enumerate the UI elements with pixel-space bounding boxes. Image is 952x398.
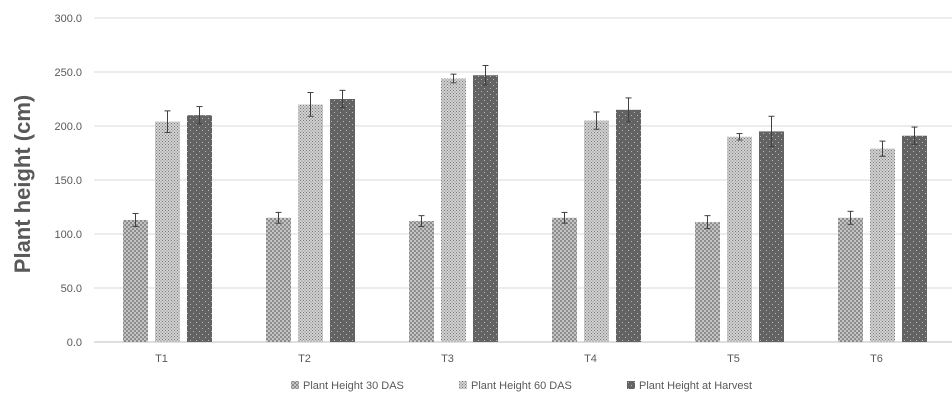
bars — [123, 75, 927, 343]
y-tick-label: 100.0 — [54, 229, 82, 241]
legend-swatch — [291, 381, 299, 389]
x-category-label: T1 — [155, 353, 168, 365]
bar — [870, 148, 895, 342]
bar — [409, 221, 434, 342]
legend-label: Plant Height 30 DAS — [303, 380, 404, 392]
y-tick-label: 300.0 — [54, 13, 82, 25]
bar — [838, 217, 863, 342]
bar — [616, 109, 641, 342]
bar — [298, 104, 323, 343]
x-category-label: T2 — [298, 353, 311, 365]
bar — [552, 217, 577, 342]
legend: Plant Height 30 DAS Plant Height 60 DAS Pl… — [291, 380, 752, 392]
y-axis-title: Plant height (cm) — [10, 95, 35, 273]
bar — [759, 131, 784, 342]
x-category-label: T6 — [870, 353, 883, 365]
y-tick-label: 150.0 — [54, 175, 82, 187]
bar — [727, 136, 752, 342]
error-bars — [132, 65, 918, 230]
legend-swatch — [459, 381, 467, 389]
bar — [123, 219, 148, 342]
y-tick-label: 0.0 — [67, 337, 82, 349]
bar — [584, 120, 609, 342]
legend-label: Plant Height at Harvest — [639, 380, 752, 392]
bar — [187, 115, 212, 342]
x-category-label: T5 — [727, 353, 740, 365]
y-tick-label: 250.0 — [54, 67, 82, 79]
bar — [902, 135, 927, 342]
bar — [695, 222, 720, 342]
bar — [441, 78, 466, 342]
bar — [266, 217, 291, 342]
x-axis-category-labels: T1 T2 T3 T4 T5 T6 — [155, 353, 883, 365]
bar — [473, 75, 498, 343]
y-tick-label: 200.0 — [54, 121, 82, 133]
x-category-label: T4 — [584, 353, 597, 365]
x-category-label: T3 — [441, 353, 454, 365]
y-tick-label: 50.0 — [61, 283, 82, 295]
y-axis-tick-labels: 0.0 50.0 100.0 150.0 200.0 250.0 300.0 — [54, 13, 82, 349]
bar — [155, 121, 180, 343]
legend-label: Plant Height 60 DAS — [471, 380, 572, 392]
bar — [330, 99, 355, 342]
legend-swatch — [627, 381, 635, 389]
gridlines — [94, 17, 952, 343]
